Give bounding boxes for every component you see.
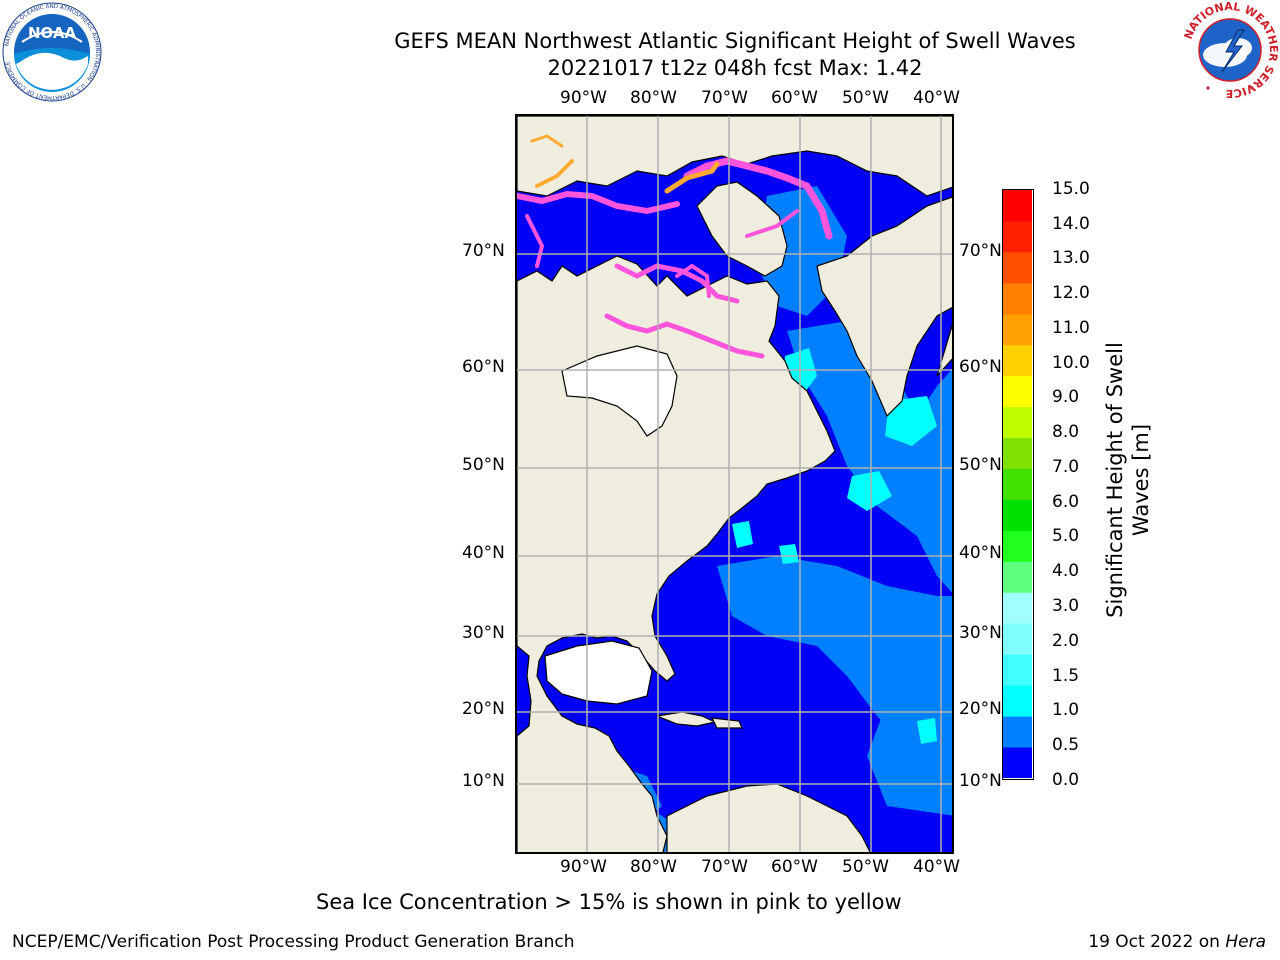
colorbar-segment <box>1003 375 1032 408</box>
colorbar-segment <box>1003 685 1032 717</box>
colorbar-tick-label: 15.0 <box>1052 179 1090 199</box>
lat-label: 10°N <box>462 771 505 791</box>
lon-label: 80°W <box>630 857 677 877</box>
lon-label: 50°W <box>842 88 889 108</box>
colorbar-segment <box>1003 747 1032 778</box>
colorbar-tick-label: 9.0 <box>1052 387 1080 407</box>
lat-label: 30°N <box>462 623 505 643</box>
hudson-bay <box>561 345 678 437</box>
map-title: GEFS MEAN Northwest Atlantic Significant… <box>394 29 1076 53</box>
lon-label: 60°W <box>771 857 818 877</box>
colorbar-tick-label: 1.5 <box>1052 666 1080 686</box>
sea-ice <box>517 134 833 359</box>
lat-label: 50°N <box>959 455 1002 475</box>
lon-label: 40°W <box>913 857 960 877</box>
colorbar-tick-label: 2.0 <box>1052 631 1080 651</box>
colorbar-segment <box>1003 623 1032 655</box>
lon-label: 70°W <box>701 857 748 877</box>
lat-label: 60°N <box>462 357 505 377</box>
colorbar-segment <box>1003 499 1032 531</box>
colorbar-tick-label: 4.0 <box>1052 561 1080 581</box>
colorbar-segment <box>1003 344 1032 377</box>
nws-logo: NATIONAL WEATHER SERVICE <box>1180 0 1280 100</box>
lat-label: 70°N <box>462 241 505 261</box>
colorbar-segment <box>1003 313 1032 346</box>
colorbar-tick-label: 14.0 <box>1052 214 1090 234</box>
colorbar-segment <box>1003 282 1032 315</box>
lon-label: 50°W <box>842 857 889 877</box>
colorbar-segment <box>1003 561 1032 593</box>
lon-label: 70°W <box>701 88 748 108</box>
lon-label: 40°W <box>913 88 960 108</box>
colorbar-title: Significant Height of Swell Waves [m] <box>1102 320 1154 640</box>
graticule <box>517 116 952 852</box>
lat-label: 50°N <box>462 455 505 475</box>
lat-label: 30°N <box>959 623 1002 643</box>
map-panel[interactable] <box>515 114 954 854</box>
colorbar-title-line2: Waves [m] <box>1129 423 1153 537</box>
colorbar-tick-label: 3.0 <box>1052 596 1080 616</box>
lon-label: 80°W <box>630 88 677 108</box>
lat-label: 70°N <box>959 241 1002 261</box>
colorbar-tick-label: 0.5 <box>1052 735 1080 755</box>
colorbar-segment <box>1003 220 1032 253</box>
colorbar-tick-label: 1.0 <box>1052 700 1080 720</box>
colorbar-segment <box>1003 468 1032 500</box>
lat-label: 20°N <box>959 699 1002 719</box>
colorbar-tick-label: 11.0 <box>1052 318 1090 338</box>
noaa-logo-text: NOAA <box>28 24 77 42</box>
colorbar-segment <box>1003 530 1032 562</box>
footer-date: 19 Oct 2022 on Hera <box>1088 932 1266 952</box>
lon-label: 90°W <box>560 88 607 108</box>
colorbar-tick-label: 13.0 <box>1052 248 1090 268</box>
sea-ice-note: Sea Ice Concentration > 15% is shown in … <box>316 890 902 914</box>
colorbar-title-line1: Significant Height of Swell <box>1103 342 1127 618</box>
colorbar-segment <box>1003 190 1032 222</box>
footer-date-text: 19 Oct 2022 on <box>1088 932 1226 952</box>
map-subtitle: 20221017 t12z 048h fcst Max: 1.42 <box>547 56 923 80</box>
colorbar-tick-label: 6.0 <box>1052 492 1080 512</box>
colorbar-segment <box>1003 716 1032 748</box>
lat-label: 40°N <box>959 543 1002 563</box>
lat-label: 20°N <box>462 699 505 719</box>
footer-machine: Hera <box>1225 932 1266 952</box>
gulf-of-mexico <box>544 640 653 705</box>
colorbar <box>1002 189 1034 780</box>
colorbar-tick-label: 0.0 <box>1052 770 1080 790</box>
colorbar-segment <box>1003 592 1032 624</box>
footer-credit: NCEP/EMC/Verification Post Processing Pr… <box>12 932 575 952</box>
lon-label: 60°W <box>771 88 818 108</box>
lat-label: 40°N <box>462 543 505 563</box>
colorbar-segment <box>1003 251 1032 284</box>
lat-label: 10°N <box>959 771 1002 791</box>
colorbar-segment <box>1003 406 1032 439</box>
colorbar-tick-label: 5.0 <box>1052 526 1080 546</box>
lon-label: 90°W <box>560 857 607 877</box>
colorbar-tick-label: 8.0 <box>1052 422 1080 442</box>
lat-label: 60°N <box>959 357 1002 377</box>
colorbar-segment <box>1003 654 1032 686</box>
noaa-logo: NATIONAL OCEANIC AND ATMOSPHERIC ADMINIS… <box>2 2 102 102</box>
colorbar-segment <box>1003 437 1032 470</box>
colorbar-tick-label: 12.0 <box>1052 283 1090 303</box>
colorbar-tick-label: 10.0 <box>1052 353 1090 373</box>
colorbar-tick-label: 7.0 <box>1052 457 1080 477</box>
land <box>517 116 952 852</box>
